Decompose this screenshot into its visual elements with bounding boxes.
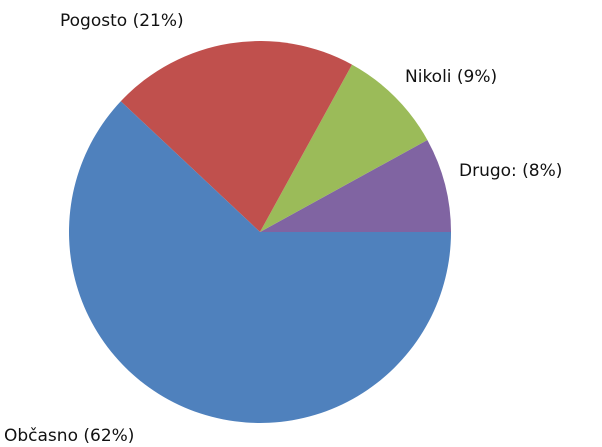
pie-slice bbox=[260, 64, 428, 232]
slice-label: Pogosto (21%) bbox=[60, 11, 184, 31]
pie-slice bbox=[260, 139, 451, 232]
slice-label: Drugo: (8%) bbox=[459, 161, 562, 181]
slice-label: Nikoli (9%) bbox=[405, 67, 497, 87]
pie-slices bbox=[68, 40, 451, 424]
pie-slice bbox=[120, 40, 353, 232]
pie-labels: Drugo: (8%) Nikoli (9%) Pogosto (21%) Občas… bbox=[4, 11, 562, 446]
slice-label: Občasno (62%) bbox=[4, 426, 134, 446]
pie-slice bbox=[68, 101, 451, 424]
